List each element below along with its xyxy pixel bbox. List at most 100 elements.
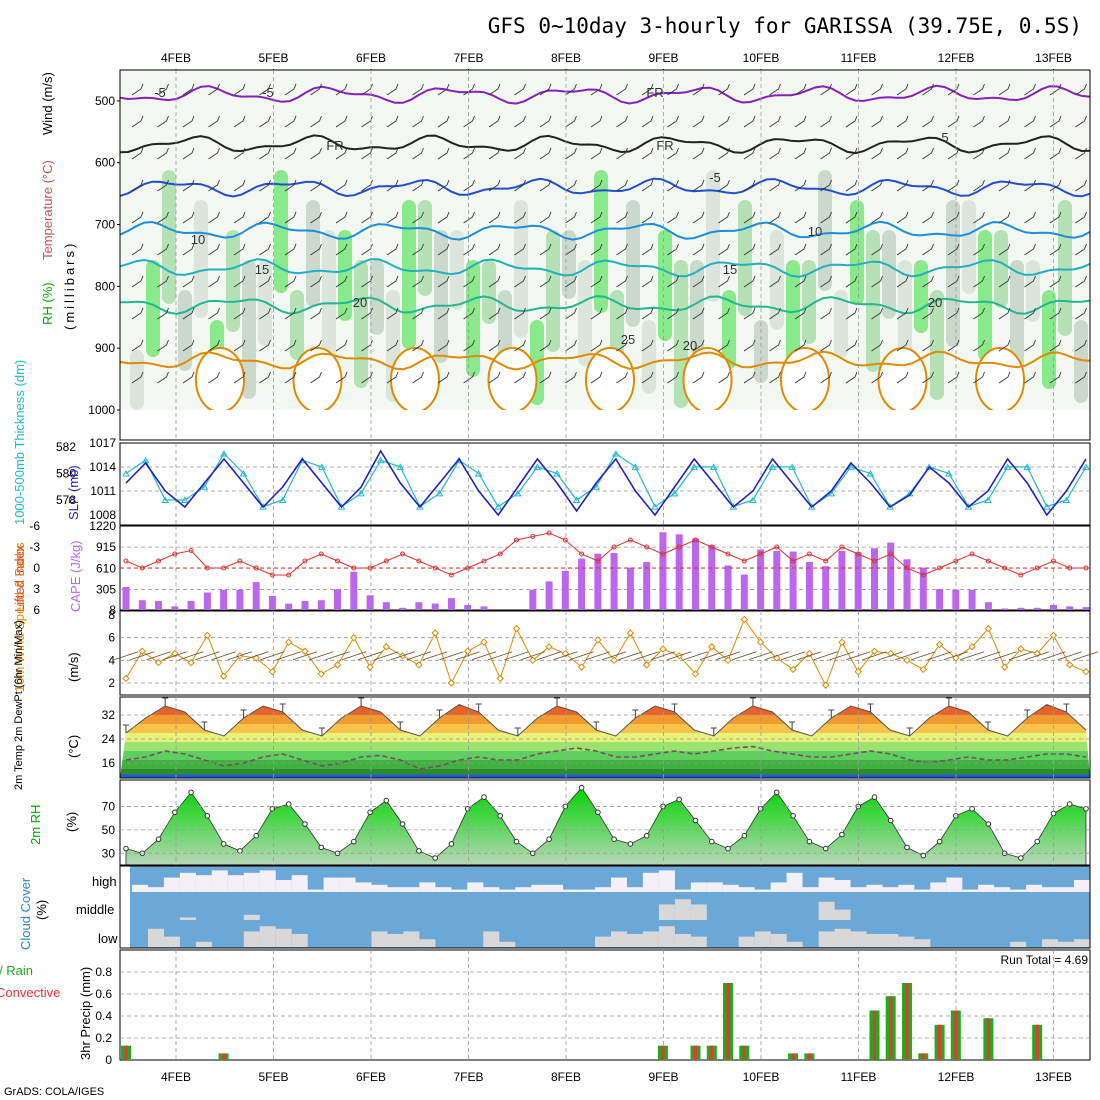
wind-barb: [1049, 179, 1062, 192]
wind-barb: [947, 339, 960, 352]
cape-li-panel: 8 305 610 915 1220 -6 -3 0 3 6: [29, 519, 1091, 617]
contour-label: 20: [928, 295, 942, 310]
wind-barb: [233, 371, 246, 384]
contour-label: FR: [326, 138, 343, 153]
cape-bar: [334, 589, 341, 610]
li-tick: 6: [33, 603, 40, 617]
cloud-high-cell: [642, 872, 659, 892]
temp-minmax-bar: [240, 709, 247, 718]
rh2m-point: [318, 844, 325, 851]
cloud-high-cell: [515, 887, 532, 892]
precip-conv-bar: [694, 1045, 697, 1060]
wind-barb: [1075, 307, 1087, 320]
wind-barb: [412, 211, 424, 224]
isotherm-10: [119, 220, 1091, 241]
rh2m-point: [904, 844, 910, 851]
li-point: [318, 551, 324, 557]
cloud-high-cell: [499, 889, 516, 892]
wind-barb: [157, 147, 169, 160]
wind-barb: [131, 115, 144, 128]
wind-barb: [922, 115, 934, 128]
rh2m-point: [269, 806, 276, 812]
wind-barb: [743, 371, 756, 384]
wind-barb: [386, 371, 399, 384]
wind-barb: [259, 243, 271, 256]
wind-barb: [157, 179, 169, 192]
thickness-point: [847, 463, 855, 470]
temp-tick: 24: [102, 732, 116, 746]
wind-barb: [182, 147, 195, 160]
wind-barb: [922, 307, 934, 320]
li-point: [204, 565, 210, 571]
rh2m-point: [399, 821, 406, 827]
cloud-high-cell: [627, 887, 643, 892]
wind-barb: [743, 147, 756, 160]
wind-barb: [947, 371, 960, 384]
wind-barb: [743, 243, 756, 256]
cloud-low-cell: [611, 931, 627, 947]
cloud-middle-cell: [179, 917, 196, 920]
contour-label: 20: [353, 295, 367, 310]
wind-barb: [794, 83, 807, 96]
wind-barb: [794, 275, 807, 288]
rh-shade: [242, 260, 256, 399]
wind-barb: [233, 83, 246, 96]
li-point: [465, 565, 471, 571]
cloud-high-cell: [291, 875, 308, 892]
wind-barb: [1075, 211, 1087, 224]
cloud-high-cell: [547, 884, 564, 892]
li-point: [725, 551, 731, 557]
cape-bar: [382, 602, 390, 610]
wind-barb: [157, 371, 169, 384]
wind10-barb: [130, 651, 155, 661]
cloud-high-cell: [339, 877, 356, 892]
wind-barb: [794, 307, 807, 320]
rh-shade: [706, 170, 720, 302]
wind-barb: [922, 243, 934, 256]
wind-barb: [335, 211, 348, 224]
cloud-low-cell: [642, 931, 659, 947]
precip-conv-bar: [791, 1053, 795, 1060]
cape-bar: [903, 559, 911, 610]
lifted-index-label: Lifted Index: [12, 544, 27, 612]
rh2m-point: [985, 821, 992, 827]
slp-line: [125, 449, 1087, 517]
wind-barb: [820, 115, 832, 128]
precip-frame: [119, 949, 1091, 1061]
wind-barb: [233, 147, 246, 160]
wind10-barb: [1057, 651, 1082, 661]
thickness-point: [592, 483, 601, 490]
wind-barb: [1075, 371, 1087, 384]
cloud-high-cell: [467, 882, 484, 892]
wind-barb: [284, 211, 297, 224]
date-tick-top: 7FEB: [453, 51, 483, 65]
cape-bar: [822, 566, 830, 610]
rh-shade: [450, 230, 464, 310]
rh-shade: [578, 260, 592, 366]
rh-shade: [1058, 200, 1072, 336]
li-tick: -3: [29, 540, 40, 554]
wind-barb: [871, 371, 883, 384]
cape-bar: [968, 589, 976, 610]
li-point: [644, 544, 650, 550]
wind-barb: [718, 275, 730, 288]
wind-barb: [845, 179, 858, 192]
wind10-barb: [764, 651, 789, 661]
isotherm-5: [119, 177, 1091, 198]
wind-barb: [896, 243, 909, 256]
rh-shade: [466, 260, 480, 377]
wind-barb: [233, 211, 246, 224]
rh-shade: [834, 290, 848, 358]
wind-barb: [769, 147, 781, 160]
thickness-point: [161, 496, 170, 503]
wind10-barb: [813, 651, 838, 661]
rh-shade: [738, 200, 752, 316]
wind10-point: [594, 636, 602, 644]
wind-barb: [1049, 307, 1062, 320]
thickness-point: [670, 489, 679, 497]
cloud-low-cell: [786, 941, 803, 947]
wind-barb: [131, 83, 144, 96]
cloud-high-cell: [179, 872, 196, 892]
rh-shade: [722, 290, 736, 369]
wind-barb: [1075, 83, 1087, 96]
